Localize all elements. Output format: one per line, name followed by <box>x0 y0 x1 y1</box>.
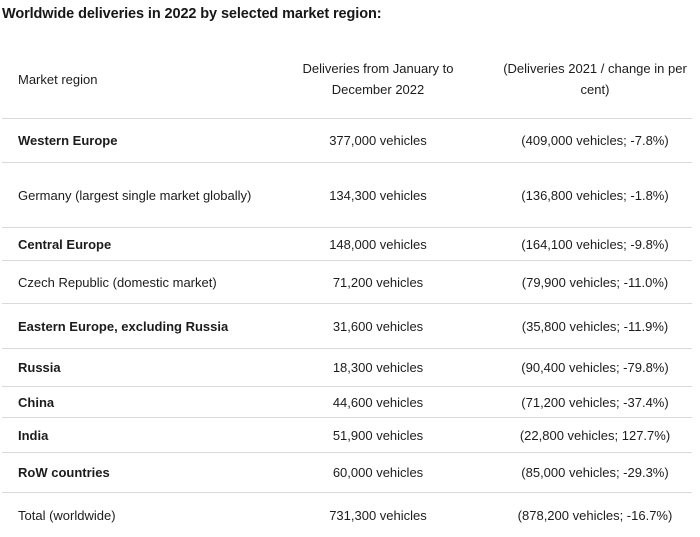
table-row: Total (worldwide) 731,300 vehicles (878,… <box>2 492 692 537</box>
region-cell: Total (worldwide) <box>18 507 116 523</box>
deliveries-2022-cell: 60,000 vehicles <box>332 465 424 480</box>
table-header-row: Market region Deliveries from January to… <box>2 40 692 118</box>
region-cell: China <box>18 394 55 410</box>
deliveries-2022-cell: 18,300 vehicles <box>332 360 424 375</box>
region-cell: Central Europe <box>18 236 112 252</box>
header-label: Market region <box>18 72 98 88</box>
deliveries-2021-change-cell: (90,400 vehicles; -79.8%) <box>521 360 669 375</box>
deliveries-2022-cell: 51,900 vehicles <box>332 427 424 443</box>
deliveries-2022-cell: 31,600 vehicles <box>332 318 424 334</box>
header-cell-market-region: Market region <box>2 68 258 90</box>
deliveries-2021-change-cell: (79,900 vehicles; -11.0%) <box>521 274 669 290</box>
region-cell: Czech Republic (domestic market) <box>18 274 217 290</box>
header-label: (Deliveries 2021 / change in per cent) <box>503 61 687 97</box>
deliveries-2021-change-cell: (164,100 vehicles; -9.8%) <box>521 236 669 252</box>
region-cell: Russia <box>18 360 61 375</box>
deliveries-2021-change-cell: (85,000 vehicles; -29.3%) <box>521 465 669 480</box>
region-cell: Germany (largest single market globally) <box>18 187 252 203</box>
table-row: Germany (largest single market globally)… <box>2 162 692 227</box>
region-cell: Eastern Europe, excluding Russia <box>18 318 229 334</box>
table-row: Russia 18,300 vehicles (90,400 vehicles;… <box>2 348 692 386</box>
deliveries-2021-change-cell: (409,000 vehicles; -7.8%) <box>521 133 669 148</box>
table-row: India 51,900 vehicles (22,800 vehicles; … <box>2 417 692 452</box>
deliveries-2022-cell: 148,000 vehicles <box>329 236 427 252</box>
table-row: Western Europe 377,000 vehicles (409,000… <box>2 118 692 162</box>
region-cell: Western Europe <box>18 133 118 148</box>
deliveries-2022-cell: 134,300 vehicles <box>329 187 427 203</box>
deliveries-table: Market region Deliveries from January to… <box>2 40 692 537</box>
header-cell-deliveries-2022: Deliveries from January to December 2022 <box>258 58 498 100</box>
page-title: Worldwide deliveries in 2022 by selected… <box>2 6 382 22</box>
deliveries-2022-cell: 71,200 vehicles <box>332 274 424 290</box>
deliveries-2021-change-cell: (136,800 vehicles; -1.8%) <box>521 187 669 203</box>
deliveries-2022-cell: 377,000 vehicles <box>329 133 427 148</box>
table-row: China 44,600 vehicles (71,200 vehicles; … <box>2 386 692 417</box>
region-cell: India <box>18 427 49 443</box>
deliveries-2021-change-cell: (878,200 vehicles; -16.7%) <box>517 507 673 523</box>
deliveries-2021-change-cell: (22,800 vehicles; 127.7%) <box>519 427 671 443</box>
table-row: Eastern Europe, excluding Russia 31,600 … <box>2 303 692 348</box>
table-row: RoW countries 60,000 vehicles (85,000 ve… <box>2 452 692 492</box>
table-row: Central Europe 148,000 vehicles (164,100… <box>2 227 692 260</box>
deliveries-2022-cell: 731,300 vehicles <box>329 507 427 523</box>
table-row: Czech Republic (domestic market) 71,200 … <box>2 260 692 303</box>
deliveries-2022-cell: 44,600 vehicles <box>332 394 424 410</box>
header-cell-deliveries-2021-change: (Deliveries 2021 / change in per cent) <box>498 58 692 100</box>
header-label: Deliveries from January to December 2022 <box>302 61 454 97</box>
region-cell: RoW countries <box>18 465 110 480</box>
deliveries-2021-change-cell: (71,200 vehicles; -37.4%) <box>521 394 669 410</box>
deliveries-2021-change-cell: (35,800 vehicles; -11.9%) <box>521 318 669 334</box>
